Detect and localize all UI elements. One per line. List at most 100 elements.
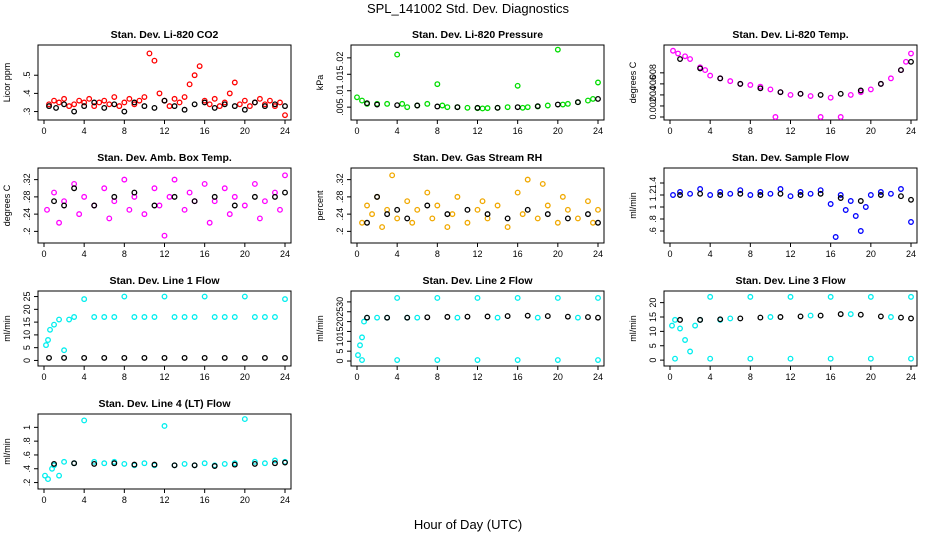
figure-title: SPL_141002 Std. Dev. Diagnostics — [366, 1, 570, 16]
data-point-series-1 — [272, 460, 278, 467]
data-point-series-0 — [241, 202, 248, 209]
x-tick-label: 0 — [41, 126, 46, 136]
data-point-series-0 — [111, 314, 118, 320]
data-point-series-0 — [675, 50, 681, 57]
data-point-series-1 — [697, 316, 704, 323]
data-point-series-0 — [817, 114, 824, 120]
y-axis-label: Licor ppm — [2, 63, 12, 103]
data-point-series-1 — [454, 104, 461, 111]
data-point-series-0 — [504, 224, 511, 231]
data-point-series-0 — [141, 211, 148, 218]
y-tick-label: .5 — [22, 71, 32, 79]
panel-frame — [37, 44, 292, 121]
x-tick-label: 4 — [82, 249, 87, 259]
data-point-series-0 — [877, 189, 884, 195]
data-point-series-0 — [251, 458, 258, 465]
data-point-series-0 — [51, 97, 57, 104]
data-point-series-0 — [494, 202, 501, 209]
data-point-series-0 — [908, 355, 914, 362]
panel-title: Stan. Dev. Amb. Box Temp. — [97, 152, 232, 164]
x-tick-label: 8 — [748, 249, 753, 259]
panel-0: Stan. Dev. Li-820 CO2 Licor ppm 0 4 8 12 16 20 2… — [2, 29, 292, 136]
y-axis-label: degrees C — [628, 61, 638, 103]
data-point-series-0 — [559, 101, 566, 108]
data-point-series-0 — [697, 186, 704, 192]
data-point-series-0 — [424, 189, 431, 196]
figure-x-axis-label: Hour of Day (UTC) — [413, 517, 523, 532]
data-point-series-1 — [797, 90, 804, 97]
y-tick-label: 1.2 — [648, 189, 658, 202]
data-point-series-1 — [51, 198, 57, 205]
x-tick-label: 24 — [280, 126, 290, 136]
data-point-series-1 — [51, 460, 57, 467]
data-point-series-0 — [171, 314, 178, 320]
x-tick-label: 12 — [472, 126, 482, 136]
data-point-series-0 — [687, 56, 694, 62]
data-point-series-1 — [504, 313, 511, 320]
data-point-series-1 — [71, 108, 78, 115]
data-point-series-1 — [544, 211, 551, 218]
x-tick-label: 24 — [906, 126, 916, 136]
data-point-series-0 — [727, 315, 734, 322]
data-point-series-1 — [384, 314, 391, 321]
data-point-series-1 — [121, 354, 128, 361]
y-tick-label: 5 — [648, 343, 658, 348]
data-point-series-1 — [241, 354, 248, 361]
data-point-series-1 — [404, 215, 411, 222]
x-tick-label: 20 — [553, 372, 563, 382]
data-point-series-1 — [71, 185, 78, 192]
data-point-series-0 — [394, 294, 401, 301]
data-point-series-0 — [161, 293, 168, 300]
y-tick-label: 30 — [335, 297, 345, 307]
x-tick-label: 24 — [280, 495, 290, 505]
data-point-series-0 — [246, 103, 253, 110]
data-point-series-1 — [282, 354, 288, 361]
data-point-series-0 — [539, 180, 546, 187]
data-point-series-0 — [206, 101, 213, 108]
data-point-series-0 — [727, 78, 734, 85]
data-point-series-0 — [45, 337, 51, 343]
data-point-series-0 — [682, 53, 689, 60]
y-tick-label: .28 — [335, 191, 345, 204]
data-point-series-1 — [231, 461, 238, 468]
data-point-series-0 — [66, 103, 73, 110]
y-tick-label: .01 — [335, 84, 345, 97]
y-tick-label: .28 — [22, 191, 32, 204]
x-tick-label: 12 — [159, 495, 169, 505]
y-tick-label: 15 — [22, 317, 32, 327]
data-point-series-1 — [564, 313, 571, 320]
y-tick-label: .6 — [648, 227, 658, 235]
data-point-series-1 — [171, 103, 178, 110]
x-tick-label: 20 — [240, 495, 250, 505]
y-axis-label: ml/min — [2, 315, 12, 342]
data-point-series-0 — [692, 322, 699, 329]
data-point-series-0 — [251, 314, 258, 320]
data-point-series-0 — [817, 187, 824, 194]
data-point-series-0 — [474, 294, 481, 301]
data-point-series-0 — [161, 232, 168, 239]
data-point-series-1 — [374, 193, 381, 200]
data-point-series-1 — [494, 104, 501, 111]
data-point-series-1 — [444, 211, 451, 218]
data-point-series-1 — [524, 312, 531, 319]
data-point-series-1 — [91, 202, 98, 209]
data-point-series-0 — [827, 201, 834, 207]
y-tick-label: .02 — [335, 52, 345, 65]
data-point-series-0 — [554, 46, 561, 53]
data-point-series-1 — [464, 313, 471, 320]
data-point-series-0 — [56, 472, 63, 479]
data-point-series-1 — [261, 354, 268, 361]
data-point-series-0 — [484, 105, 491, 112]
x-tick-label: 4 — [708, 126, 713, 136]
y-tick-label: 5 — [22, 345, 32, 350]
data-point-series-1 — [817, 91, 824, 98]
data-point-series-0 — [126, 206, 133, 213]
data-point-series-0 — [394, 215, 401, 222]
data-point-series-0 — [519, 104, 526, 111]
x-tick-label: 4 — [82, 372, 87, 382]
data-point-series-1 — [71, 460, 78, 467]
data-point-series-0 — [191, 314, 198, 320]
data-point-series-0 — [81, 99, 88, 106]
data-point-series-0 — [384, 100, 391, 107]
